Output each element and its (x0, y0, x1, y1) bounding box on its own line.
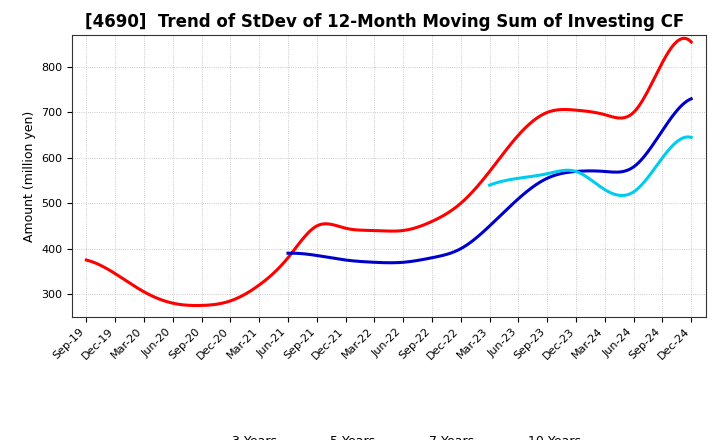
5 Years (523, 188, 532, 193)
Line: 5 Years: 5 Years (288, 99, 691, 263)
7 Years (608, 191, 617, 196)
3 Years (454, 202, 463, 208)
3 Years (84, 258, 93, 263)
Legend: 3 Years, 5 Years, 7 Years, 10 Years: 3 Years, 5 Years, 7 Years, 10 Years (192, 430, 586, 440)
3 Years (442, 211, 451, 216)
7 Years (605, 189, 613, 194)
3 Years (192, 303, 200, 308)
7 Years (683, 134, 692, 139)
7 Years (606, 190, 614, 195)
Line: 7 Years: 7 Years (490, 137, 691, 195)
3 Years (687, 39, 696, 44)
3 Years (82, 257, 91, 263)
7 Years (656, 158, 665, 163)
Text: [4690]  Trend of StDev of 12-Month Moving Sum of Investing CF: [4690] Trend of StDev of 12-Month Moving… (85, 13, 684, 31)
3 Years (444, 210, 453, 215)
5 Years (525, 187, 534, 192)
7 Years (618, 193, 626, 198)
7 Years (486, 182, 495, 187)
Y-axis label: Amount (million yen): Amount (million yen) (22, 110, 35, 242)
7 Years (485, 183, 494, 188)
3 Years (632, 106, 641, 112)
3 Years (679, 36, 688, 41)
7 Years (669, 143, 678, 148)
5 Years (650, 139, 659, 145)
5 Years (285, 250, 294, 256)
5 Years (386, 260, 395, 265)
5 Years (532, 182, 541, 187)
Line: 3 Years: 3 Years (86, 38, 691, 305)
5 Years (284, 250, 292, 256)
3 Years (594, 110, 603, 116)
5 Years (687, 96, 696, 102)
7 Years (687, 135, 696, 140)
5 Years (625, 167, 634, 172)
